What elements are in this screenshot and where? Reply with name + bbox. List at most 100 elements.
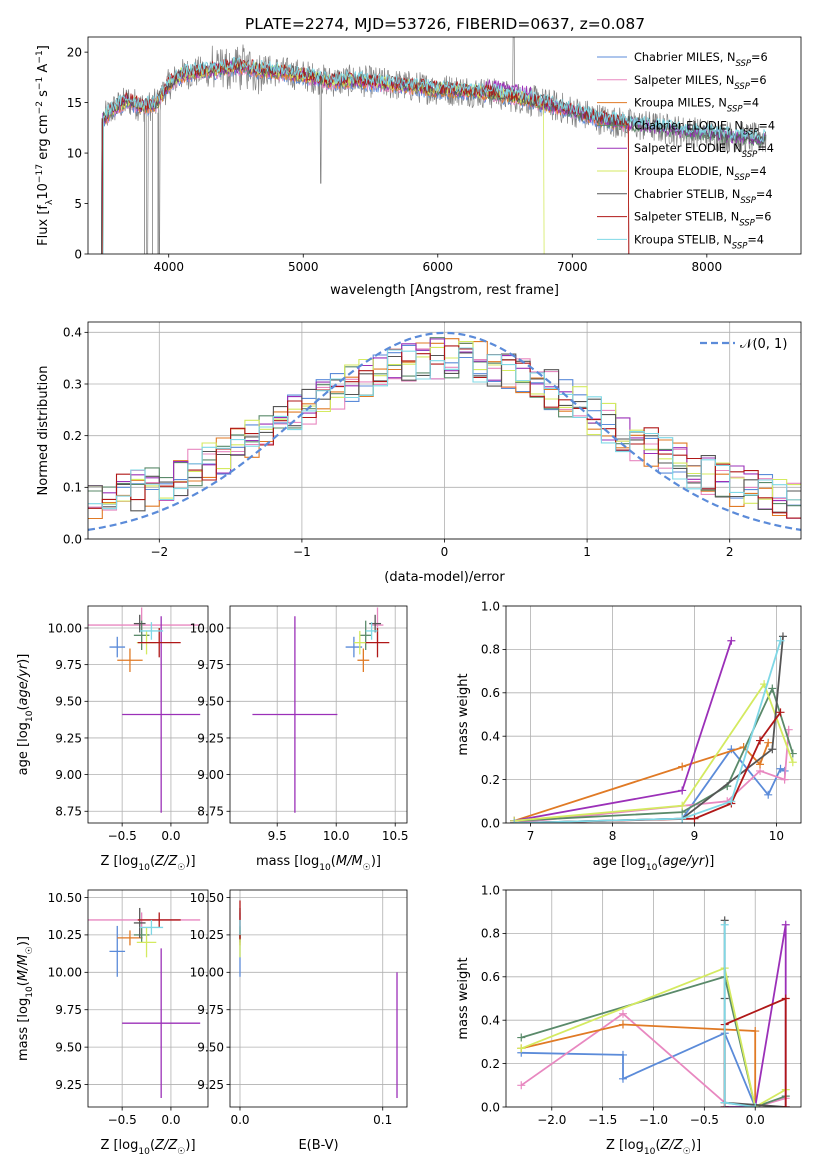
legend-model-name: Chabrier ELODIE, N (634, 119, 743, 132)
y-tick-label: 9.75 (197, 1003, 224, 1017)
y-axis-label: mass [log10(M/M☉)] (16, 936, 35, 1061)
y-tick-label: 20 (67, 45, 82, 59)
weight-series-line (514, 682, 794, 822)
y-tick-label: 9.50 (197, 695, 224, 709)
y-tick-label: 9.50 (55, 1040, 82, 1054)
y-tick-label: 0.8 (481, 927, 500, 941)
y-tick-label: 0.6 (481, 686, 500, 700)
y-tick-label: 10.00 (48, 966, 82, 980)
weight-point-marker (618, 1050, 627, 1059)
x-tick-label: 8 (609, 829, 617, 843)
y-axis-label-part: 10 (25, 710, 35, 722)
weight-series-line (723, 924, 756, 1107)
x-axis-label-part: ( (331, 854, 336, 869)
weight-point-marker (781, 920, 790, 929)
y-axis-label-part: s (36, 90, 51, 101)
x-tick-label: 0.0 (230, 1113, 249, 1127)
y-axis-label: Normed distribution (36, 366, 51, 496)
axes-frame (87, 889, 209, 1108)
legend-label: Kroupa ELODIE, NSSP=4 (634, 165, 767, 182)
weight-point-marker (756, 736, 765, 745)
x-tick-label: 10 (769, 829, 784, 843)
legend-nssp: =6 (750, 74, 767, 87)
x-tick-label: 0.0 (746, 1113, 765, 1127)
legend-label: Salpeter MILES, NSSP=6 (634, 74, 767, 91)
plot-area (88, 907, 201, 1099)
x-tick-label: 1 (583, 545, 591, 559)
x-axis-label-part: )] (691, 1138, 701, 1153)
weight-point-marker (618, 1009, 627, 1018)
weight-point-marker (751, 1027, 760, 1036)
y-axis-label-part: 10 (36, 183, 51, 200)
x-tick-label: 0.1 (373, 1113, 392, 1127)
legend-subscript: SSP (732, 240, 748, 250)
weight-point-marker (768, 684, 777, 693)
y-tick-label: 10.00 (190, 966, 224, 980)
y-tick-label: 0.6 (481, 970, 500, 984)
legend-nssp: =4 (742, 97, 759, 110)
x-axis-label-part: E(B-V) (298, 1138, 338, 1153)
y-tick-label: 10.00 (48, 621, 82, 635)
weight-point-marker (727, 797, 736, 806)
y-tick-label: 8.75 (55, 805, 82, 819)
legend-label: Salpeter ELODIE, NSSP=4 (634, 142, 774, 159)
x-axis-label-part: age [log (593, 854, 646, 869)
x-axis-label: Z [log10(Z/Z☉)] (100, 854, 195, 873)
y-tick-label: 0.3 (63, 377, 82, 391)
x-tick-label: 8000 (692, 260, 723, 274)
x-axis-label-part: )] (371, 854, 381, 869)
x-axis-label-part: )] (704, 854, 714, 869)
x-tick-label: 7 (527, 829, 535, 843)
weight-series-line (520, 966, 787, 1107)
plot-area (88, 607, 201, 813)
y-tick-label: 8.75 (197, 805, 224, 819)
weight-point-marker (776, 708, 785, 717)
y-axis-label-part: M/M (16, 954, 31, 981)
y-axis-label: mass weight (456, 673, 471, 755)
x-tick-label: 4000 (153, 260, 184, 274)
y-tick-label: 0.4 (481, 1014, 500, 1028)
legend-subscript: SSP (734, 81, 750, 91)
weight-point-marker (678, 801, 687, 810)
y-tick-label: 15 (67, 96, 82, 110)
x-axis-label-part: ☉ (177, 1147, 185, 1157)
y-tick-label: 1.0 (481, 599, 500, 613)
weight-series-line (521, 975, 787, 1107)
legend-model-name: Kroupa MILES, N (634, 97, 727, 110)
y-tick-label: 0.4 (481, 730, 500, 744)
residual-histogram (88, 347, 801, 510)
weight-point-marker (720, 1098, 729, 1107)
legend-nssp: =6 (755, 211, 772, 224)
x-axis-label-part: ☉ (683, 1147, 691, 1157)
legend-model-name: Salpeter STELIB, N (634, 211, 739, 224)
x-tick-label: −1.5 (588, 1113, 617, 1127)
y-axis-label-part: age/yr (16, 662, 31, 705)
spectrum-model-line (101, 61, 630, 254)
weight-point-marker (720, 920, 729, 929)
normal-pdf-curve (88, 331, 801, 531)
weight-point-marker (781, 994, 790, 1003)
y-tick-label: 9.00 (55, 768, 82, 782)
legend-label: Chabrier STELIB, NSSP=4 (634, 188, 773, 205)
legend-nssp: =4 (758, 119, 775, 132)
weight-point-marker (678, 762, 687, 771)
x-axis-label: wavelength [Angstrom, rest frame] (330, 283, 559, 298)
y-tick-label: 10.25 (48, 928, 82, 942)
weight-point-marker (764, 790, 773, 799)
residual-histogram (88, 345, 801, 519)
legend-subscript: SSP (739, 218, 755, 228)
y-axis-label-part: mass [log (16, 998, 31, 1061)
y-axis-label-part: age [log (16, 722, 31, 775)
panel-residuals: −2 −1 0 1 2 0.0 0.1 0.2 0.3 0.4 𝒩(0, 1) (data-model… (36, 321, 802, 585)
y-axis-label-part: ( (16, 705, 31, 710)
panel-age-vs-mass: 9.5 10.0 10.5 8.75 9.00 9.25 9.50 9.75 10.00 mass… (190, 605, 409, 873)
y-tick-label: 10.00 (190, 621, 224, 635)
y-tick-label: 9.50 (55, 695, 82, 709)
x-axis-label-part: mass [log (256, 854, 319, 869)
panel-mass-vs-ebv: 0.0 0.1 9.25 9.50 9.75 10.00 10.25 10.50 E(B-V) (190, 889, 408, 1153)
y-axis-label-part: ☉ (25, 946, 35, 954)
legend-nssp: =4 (750, 165, 767, 178)
y-tick-label: 10.50 (190, 891, 224, 905)
x-axis-label-part: )] (185, 1138, 195, 1153)
